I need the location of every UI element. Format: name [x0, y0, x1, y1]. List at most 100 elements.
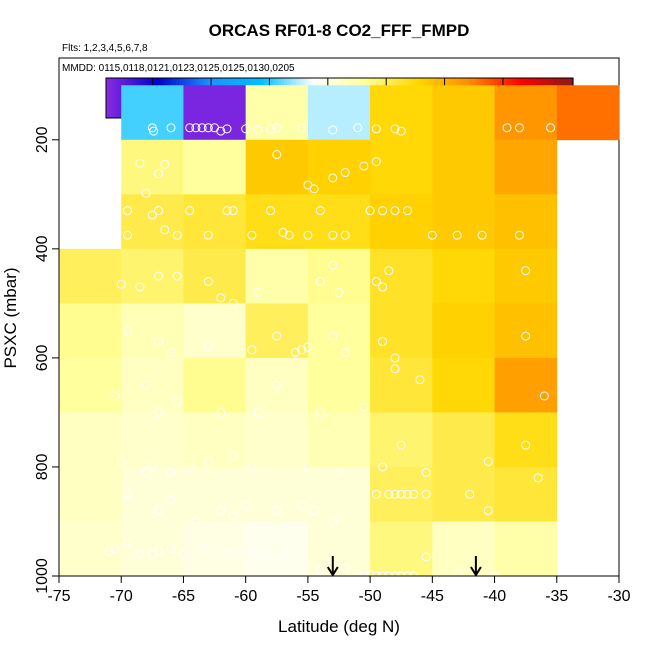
- sample-point: [253, 125, 263, 135]
- sample-point: [278, 552, 288, 562]
- sample-point: [253, 407, 263, 417]
- sample-point: [315, 407, 325, 417]
- sample-point: [427, 230, 437, 240]
- sample-point: [116, 279, 126, 289]
- heatmap-cell: [370, 357, 433, 413]
- sample-point: [328, 331, 338, 341]
- sample-point: [421, 467, 431, 477]
- heatmap-cell: [183, 412, 247, 468]
- sample-point: [328, 230, 338, 240]
- sample-point: [203, 277, 213, 287]
- sample-point: [135, 158, 145, 168]
- heatmap-cell: [432, 412, 495, 468]
- sample-point: [141, 188, 151, 198]
- sample-point: [166, 544, 176, 554]
- sample-point: [141, 380, 151, 390]
- sample-point: [228, 511, 238, 521]
- sample-point: [297, 500, 307, 510]
- sample-point: [371, 277, 381, 287]
- sample-point: [340, 230, 350, 240]
- sample-point: [253, 287, 263, 297]
- sample-point: [390, 206, 400, 216]
- sample-point: [297, 345, 307, 355]
- sample-point: [452, 230, 462, 240]
- sample-point: [378, 337, 388, 347]
- heatmap-cell: [245, 412, 309, 468]
- sample-point: [116, 456, 126, 466]
- heatmap-cell: [494, 85, 558, 141]
- sample-point: [390, 364, 400, 374]
- sample-point: [216, 407, 226, 417]
- sample-point: [135, 549, 145, 559]
- sample-point: [166, 347, 176, 357]
- sample-point: [154, 546, 164, 556]
- sample-point: [384, 489, 394, 499]
- heatmap-cell: [183, 357, 247, 413]
- sample-point: [328, 516, 338, 526]
- heatmap-cell: [494, 139, 558, 195]
- sample-point: [222, 549, 232, 559]
- sample-point: [203, 230, 213, 240]
- sample-point: [340, 347, 350, 357]
- sample-point: [122, 326, 132, 336]
- sample-point: [278, 227, 288, 237]
- heatmap-cell: [370, 248, 433, 304]
- heatmap-cell: [494, 357, 558, 413]
- sample-point: [371, 124, 381, 134]
- sample-point: [234, 546, 244, 556]
- heatmap-cell: [245, 194, 309, 250]
- sample-point: [477, 230, 487, 240]
- sample-point: [185, 123, 195, 133]
- heatmap-cells: [59, 85, 620, 577]
- heatmap-cell: [245, 139, 309, 195]
- heatmap-cell: [432, 139, 495, 195]
- sample-point: [340, 168, 350, 178]
- sample-point: [266, 124, 276, 134]
- sample-point: [154, 407, 164, 417]
- sample-point: [110, 544, 120, 554]
- sample-point: [216, 293, 226, 303]
- sample-point: [166, 467, 176, 477]
- sample-point: [390, 124, 400, 134]
- sample-point: [514, 230, 524, 240]
- sample-point: [359, 402, 369, 412]
- heatmap-cell: [59, 466, 122, 522]
- sample-point: [147, 549, 157, 559]
- y-tick-label: 800: [34, 454, 51, 481]
- sample-point: [241, 500, 251, 510]
- heatmap-cell: [245, 466, 309, 522]
- sample-point: [191, 123, 201, 133]
- heatmap-cell: [494, 466, 558, 522]
- heatmap-cell: [245, 248, 309, 304]
- heatmap-cell: [245, 521, 309, 577]
- sample-point: [371, 157, 381, 167]
- sample-point: [396, 126, 406, 136]
- heatmap-cell: [59, 248, 122, 304]
- sample-point: [502, 123, 512, 133]
- sample-point: [334, 467, 344, 477]
- y-axis: 200 400 600 800 1000: [34, 126, 60, 594]
- sample-point: [546, 123, 556, 133]
- x-axis-label: Latitude (deg N): [278, 617, 400, 636]
- sample-point: [247, 546, 257, 556]
- x-tick-label: -35: [545, 588, 568, 605]
- heatmap-cell: [59, 412, 122, 468]
- sample-point: [396, 489, 406, 499]
- sample-point: [272, 380, 282, 390]
- x-tick-label: -40: [483, 588, 506, 605]
- sample-point: [154, 271, 164, 281]
- sample-point: [290, 347, 300, 357]
- sample-point: [104, 546, 114, 556]
- sample-point: [421, 552, 431, 562]
- sample-point: [539, 391, 549, 401]
- sample-point: [483, 456, 493, 466]
- heatmap-cell: [307, 357, 371, 413]
- sample-point: [409, 489, 419, 499]
- heatmap-cell: [183, 248, 247, 304]
- y-tick-label: 600: [34, 344, 51, 371]
- heatmap-cell: [494, 303, 558, 359]
- heatmap-cell: [307, 248, 371, 304]
- sample-point: [172, 397, 182, 407]
- sample-point: [216, 126, 226, 136]
- sample-point: [465, 489, 475, 499]
